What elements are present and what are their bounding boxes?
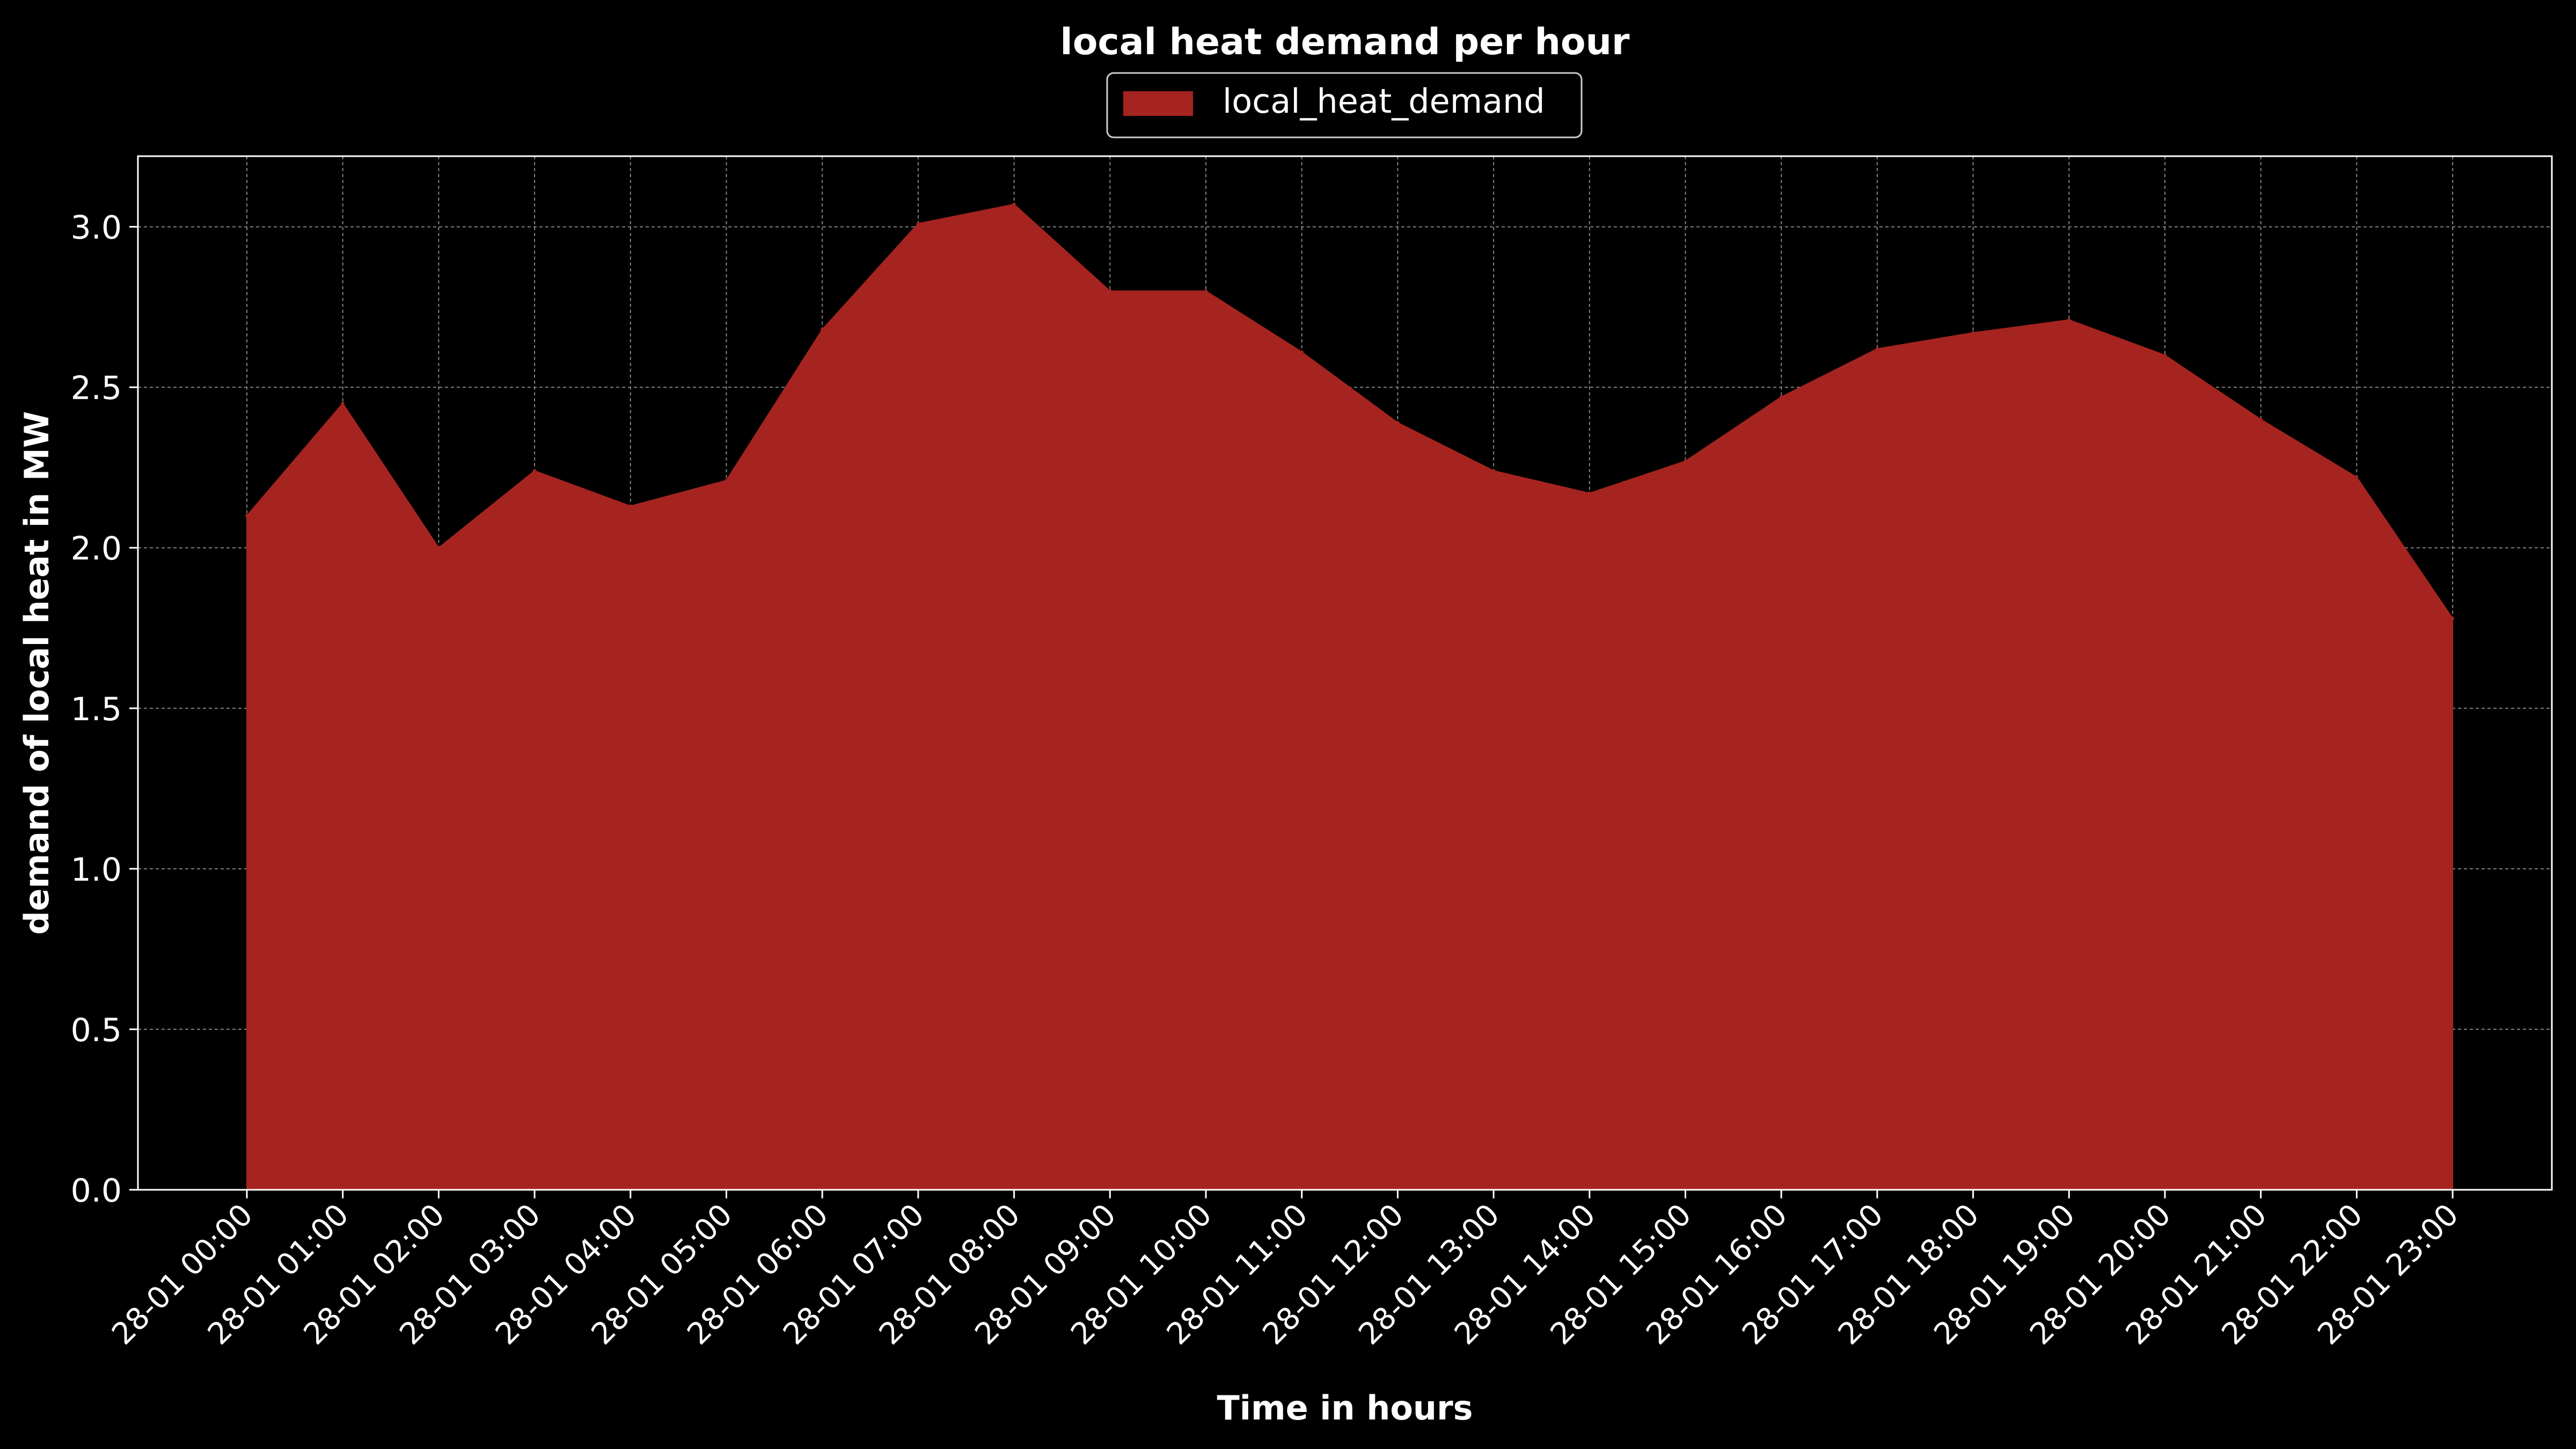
- legend[interactable]: local_heat_demand: [1106, 72, 1583, 138]
- data-point: [724, 479, 728, 482]
- y-tick-label: 0.0: [71, 1172, 122, 1210]
- data-point: [2259, 418, 2263, 421]
- plot-frame: [137, 155, 2553, 1191]
- data-point: [1396, 421, 1400, 425]
- data-point: [245, 514, 248, 517]
- data-point: [1780, 395, 1783, 399]
- chart-title: local heat demand per hour: [1060, 21, 1630, 63]
- data-point: [2355, 475, 2359, 479]
- data-point: [821, 327, 824, 331]
- data-point: [628, 504, 632, 508]
- legend-label-local-heat-demand: local_heat_demand: [1223, 82, 1545, 121]
- data-point: [2067, 318, 2071, 322]
- data-point: [1587, 492, 1591, 495]
- data-point: [1204, 289, 1208, 293]
- y-tick-label: 1.5: [71, 691, 122, 728]
- data-point: [341, 401, 345, 405]
- data-point: [437, 546, 441, 550]
- x-axis-label: Time in hours: [1217, 1388, 1473, 1428]
- y-tick-label: 2.5: [71, 370, 122, 407]
- data-point: [1971, 331, 1975, 334]
- legend-swatch: [1123, 91, 1193, 116]
- area-series-local-heat-demand: [245, 202, 2455, 1190]
- data-point: [1684, 459, 1687, 463]
- legend-box: [1106, 72, 1583, 138]
- y-tick-label: 2.0: [71, 530, 122, 568]
- data-point: [2163, 353, 2167, 357]
- data-point: [916, 222, 920, 225]
- y-tick-label: 1.0: [71, 851, 122, 889]
- data-point: [1108, 289, 1112, 293]
- data-point: [1300, 350, 1304, 354]
- data-point: [1875, 347, 1879, 350]
- y-axis: 0.0 0.5 1.0 1.5 2.0 2.5 3.0: [71, 209, 138, 1210]
- data-point: [533, 469, 537, 473]
- data-point: [1012, 202, 1016, 206]
- data-point: [2451, 617, 2455, 620]
- y-tick-label: 0.5: [71, 1012, 122, 1049]
- y-tick-label: 3.0: [71, 209, 122, 247]
- data-point: [1492, 469, 1496, 473]
- y-axis-label: demand of local heat in MW: [17, 411, 56, 935]
